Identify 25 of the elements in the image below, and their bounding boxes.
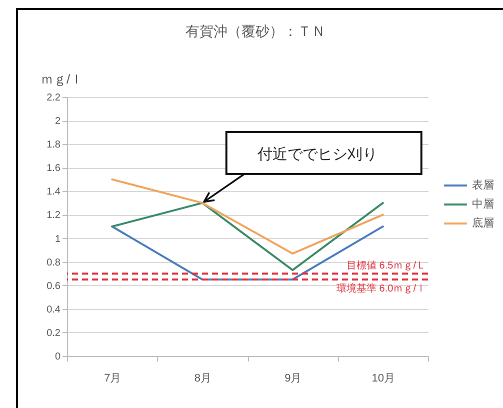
- y-tick-label: 2.2: [46, 92, 61, 104]
- legend-label: 底層: [472, 216, 494, 230]
- y-tick-label: 0.6: [46, 280, 61, 292]
- y-tick-label: 2: [54, 116, 61, 128]
- annotation: 付近ででヒシ刈り: [256, 146, 378, 163]
- x-tick-label: 9月: [284, 372, 302, 384]
- y-tick-label: 0: [54, 352, 61, 362]
- y-axis-title: ｍｇ/ｌ: [40, 72, 84, 86]
- y-tick-label: 0.8: [46, 257, 61, 268]
- y-tick-label: 1.4: [46, 186, 61, 198]
- line-series: [111, 178, 384, 255]
- legend-label: 中層: [472, 198, 494, 210]
- legend-label: 表層: [472, 178, 494, 192]
- y-tick-label: 0.2: [46, 328, 61, 339]
- y-tick-label: 1.8: [46, 140, 61, 151]
- y-tick-label: 1.2: [46, 210, 61, 222]
- x-tick-label: 10月: [372, 372, 395, 384]
- y-tick-label: 1: [54, 234, 61, 245]
- x-tick-label: 8月: [194, 372, 212, 384]
- ref-line-label: 環境基準 6.0ｍｇ/ｌ: [336, 282, 426, 294]
- ref-line-label: 目標値 6.5ｍｇ/Ｌ: [346, 260, 426, 272]
- y-tick-label: 0.4: [46, 304, 61, 316]
- chart-title: 有賀沖（覆砂）：ＴＮ: [186, 23, 326, 39]
- x-tick-label: 7月: [104, 372, 122, 384]
- y-tick-label: 1.6: [46, 163, 61, 174]
